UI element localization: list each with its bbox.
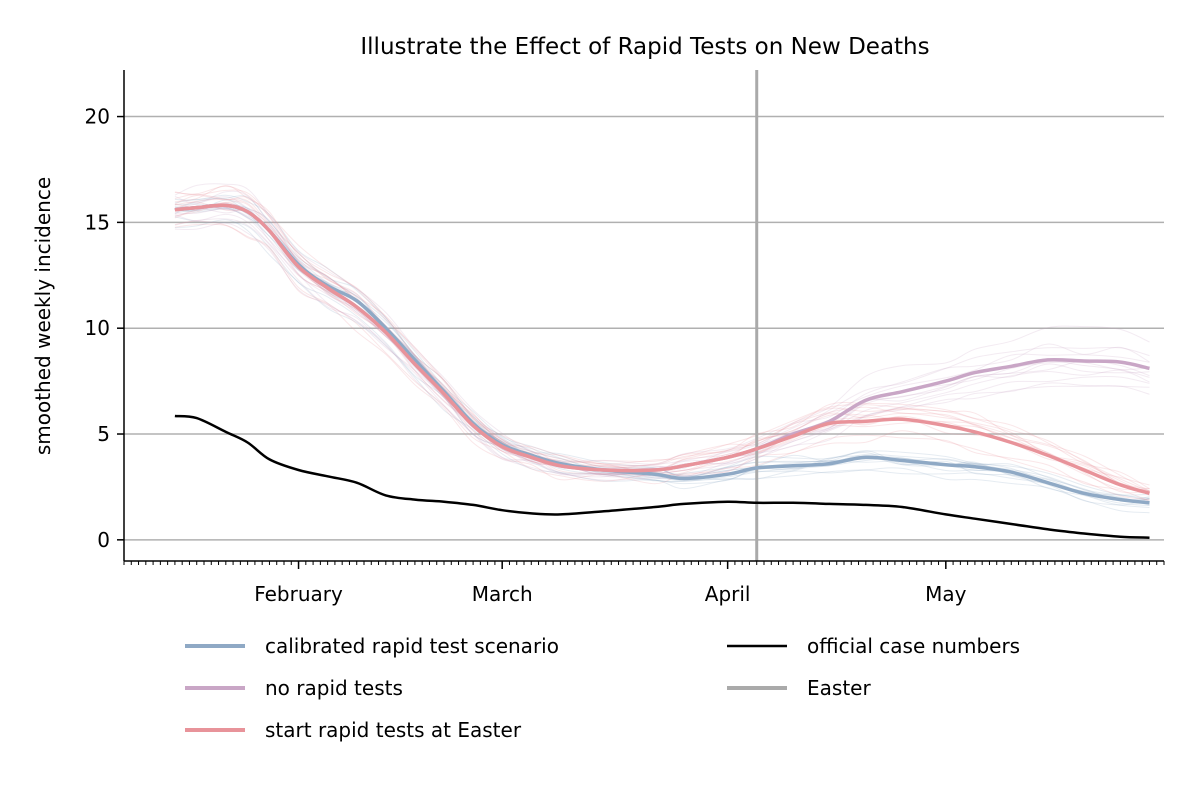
- axes: 0 5 10 15 20 February March April May: [85, 70, 1165, 606]
- x-tick-label: February: [254, 582, 343, 606]
- simulation-run-line: [174, 208, 1150, 475]
- y-tick-label: 10: [85, 316, 110, 340]
- simulation-run-line: [174, 202, 1150, 492]
- simulation-run-line: [174, 203, 1150, 502]
- legend: calibrated rapid test scenario no rapid t…: [185, 634, 1020, 742]
- y-axis-label: smoothed weekly incidence: [31, 177, 55, 455]
- simulation-run-line: [174, 220, 1150, 500]
- simulation-run-line: [174, 219, 1150, 514]
- simulation-run-line: [174, 201, 1150, 491]
- simulation-run-line: [174, 207, 1150, 478]
- x-tick-label: April: [705, 582, 751, 606]
- simulation-run-line: [174, 189, 1150, 490]
- simulation-run-line: [174, 208, 1150, 506]
- y-tick-label: 15: [85, 210, 110, 234]
- simulation-run-line: [174, 196, 1150, 471]
- simulation-run-line: [174, 218, 1150, 479]
- legend-label: official case numbers: [807, 634, 1020, 658]
- spaghetti-runs: [174, 183, 1150, 514]
- x-tick-label: May: [925, 582, 967, 606]
- simulation-run-line: [174, 223, 1150, 502]
- simulation-run-line: [174, 201, 1150, 496]
- simulation-run-line: [174, 206, 1150, 507]
- simulation-run-line: [174, 194, 1150, 492]
- simulation-run-line: [174, 222, 1150, 481]
- legend-label: calibrated rapid test scenario: [265, 634, 559, 658]
- simulation-run-line: [174, 194, 1150, 499]
- legend-label: no rapid tests: [265, 676, 403, 700]
- series-lines: [174, 203, 1150, 539]
- simulation-run-line: [174, 198, 1150, 490]
- y-tick-label: 5: [97, 422, 110, 446]
- legend-entry: official case numbers: [727, 634, 1020, 658]
- simulation-run-line: [174, 205, 1150, 494]
- grid-lines: [124, 115, 1164, 541]
- y-tick-label: 0: [97, 528, 110, 552]
- simulation-run-line: [174, 190, 1150, 469]
- simulation-run-line: [174, 198, 1150, 501]
- x-tick-label: March: [472, 582, 533, 606]
- simulation-run-line: [174, 195, 1150, 496]
- y-tick-label: 20: [85, 105, 110, 129]
- legend-label: start rapid tests at Easter: [265, 718, 522, 742]
- simulation-run-line: [174, 185, 1150, 492]
- legend-entry: no rapid tests: [185, 676, 403, 700]
- legend-entry: calibrated rapid test scenario: [185, 634, 559, 658]
- simulation-run-line: [174, 199, 1150, 501]
- simulation-run-line: [174, 213, 1150, 478]
- simulation-run-line: [174, 183, 1150, 465]
- simulation-run-line: [174, 203, 1150, 505]
- simulation-run-line: [174, 185, 1150, 492]
- legend-entry: Easter: [727, 676, 871, 700]
- legend-label: Easter: [807, 676, 871, 700]
- series-line: [174, 414, 1150, 539]
- series-line: [174, 203, 1150, 495]
- simulation-run-line: [174, 206, 1150, 475]
- simulation-run-line: [174, 216, 1150, 508]
- chart-title: Illustrate the Effect of Rapid Tests on …: [360, 34, 929, 60]
- simulation-run-line: [174, 205, 1150, 502]
- legend-entry: start rapid tests at Easter: [185, 718, 522, 742]
